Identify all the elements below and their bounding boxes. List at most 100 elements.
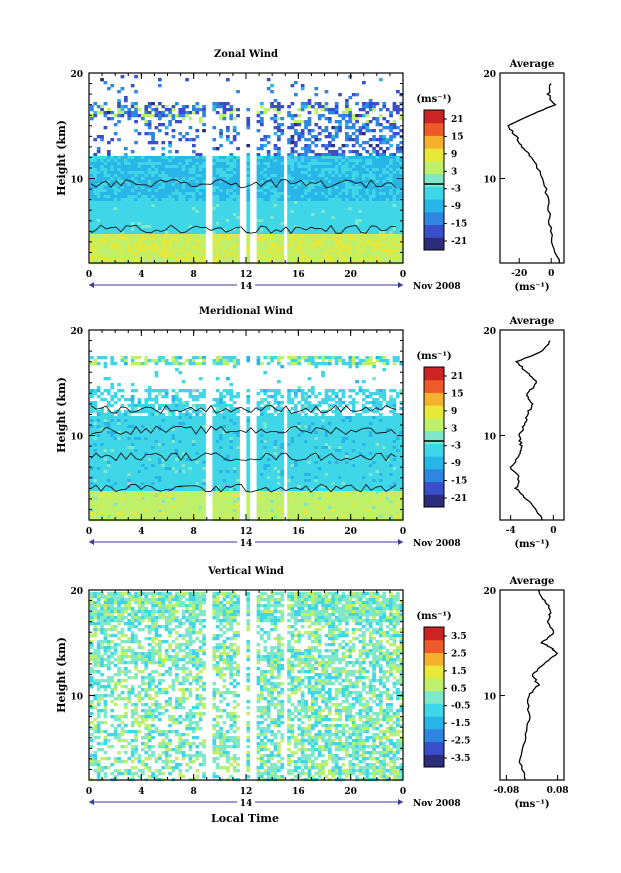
heatmap-cell <box>263 192 268 196</box>
heatmap-cell <box>311 234 315 238</box>
heatmap-cell <box>141 240 145 244</box>
heatmap-cell <box>181 249 186 253</box>
heatmap-cell <box>107 428 111 432</box>
heatmap-cell <box>107 171 111 175</box>
heatmap-cell <box>130 204 135 208</box>
heatmap-cell <box>188 171 193 175</box>
heatmap-cell <box>120 108 125 112</box>
heatmap-cell <box>96 174 101 178</box>
heatmap-cell <box>396 204 400 208</box>
heatmap-cell <box>372 183 376 187</box>
heatmap-cell <box>96 240 101 244</box>
heatmap-cell <box>151 449 155 453</box>
heatmap-cell <box>168 443 172 447</box>
heatmap-cell <box>147 449 152 453</box>
heatmap-cell <box>151 431 155 435</box>
heatmap-cell <box>280 204 285 208</box>
x-tick-label: 20 <box>344 270 357 280</box>
heatmap-cell <box>161 473 166 477</box>
heatmap-cell <box>328 117 332 121</box>
heatmap-cell <box>107 150 111 154</box>
heatmap-cell <box>324 237 329 241</box>
heatmap-cell <box>260 252 264 256</box>
heatmap-cell <box>178 159 183 163</box>
heatmap-cell <box>120 198 125 202</box>
heatmap-cell <box>375 240 380 244</box>
heatmap-cell <box>260 255 264 259</box>
heatmap-cell <box>107 425 111 429</box>
heatmap-cell <box>147 491 152 495</box>
heatmap-cell <box>158 503 162 507</box>
heatmap-cell <box>328 141 332 145</box>
heatmap-cell <box>321 207 325 211</box>
heatmap-cell <box>144 210 149 214</box>
heatmap-cell <box>158 228 162 232</box>
heatmap-cell <box>110 422 115 426</box>
heatmap-cell <box>134 222 138 226</box>
heatmap-cell <box>396 111 400 115</box>
heatmap-cell <box>236 159 240 163</box>
heatmap-cell <box>382 237 387 241</box>
heatmap-cell <box>100 476 104 480</box>
heatmap-cell <box>331 171 336 175</box>
heatmap-cell <box>124 482 128 486</box>
heatmap-cell <box>246 249 251 253</box>
heatmap-cell <box>185 207 189 211</box>
heatmap-cell <box>280 105 285 109</box>
heatmap-cell <box>130 111 135 115</box>
heatmap-cell <box>362 222 366 226</box>
heatmap-cell <box>161 153 166 157</box>
heatmap-cell <box>93 156 98 160</box>
heatmap-cell <box>314 183 319 187</box>
heatmap-cell <box>280 123 285 127</box>
heatmap-cell <box>389 174 393 178</box>
heatmap-cell <box>103 246 108 250</box>
heatmap-cell <box>120 464 125 468</box>
heatmap-cell <box>192 255 196 259</box>
heatmap-cell <box>270 213 274 217</box>
heatmap-cell <box>158 129 162 133</box>
heatmap-cell <box>93 246 98 250</box>
heatmap-cell <box>90 252 94 256</box>
heatmap-cell <box>130 246 135 250</box>
heatmap-cell <box>161 216 166 220</box>
heatmap-cell <box>256 210 261 214</box>
heatmap-cell <box>175 491 179 495</box>
heatmap-cell <box>324 219 329 223</box>
heatmap-cell <box>141 434 145 438</box>
heatmap-cell <box>294 183 298 187</box>
heatmap-cell <box>256 219 261 223</box>
heatmap-cell <box>215 186 220 190</box>
heatmap-cell <box>317 213 322 217</box>
heatmap-cell <box>334 180 339 184</box>
heatmap-cell <box>103 210 108 214</box>
heatmap-cell <box>127 201 132 205</box>
heatmap-cell <box>188 183 193 187</box>
heatmap-cell <box>175 207 179 211</box>
heatmap-cell <box>168 488 172 492</box>
heatmap-cell <box>307 99 312 103</box>
heatmap-cell <box>389 222 393 226</box>
heatmap-cell <box>151 494 155 498</box>
heatmap-cell <box>134 404 138 408</box>
heatmap-cell <box>137 165 142 169</box>
heatmap-cell <box>175 204 179 208</box>
heatmap-cell <box>117 482 121 486</box>
heatmap-cell <box>392 201 397 205</box>
heatmap-cell <box>355 168 359 172</box>
heatmap-cell <box>164 491 169 495</box>
heatmap-cell <box>379 162 383 166</box>
heatmap-cell <box>345 135 349 139</box>
heatmap-cell <box>297 258 302 262</box>
heatmap-cell <box>178 198 183 202</box>
heatmap-cell <box>110 228 115 232</box>
heatmap-cell <box>229 198 234 202</box>
heatmap-cell <box>130 171 135 175</box>
heatmap-cell <box>290 231 295 235</box>
heatmap-cell <box>368 204 373 208</box>
heatmap-cell <box>134 416 138 420</box>
heatmap-cell <box>229 204 234 208</box>
heatmap-cell <box>351 177 356 181</box>
heatmap-cell <box>215 147 220 151</box>
heatmap-cell <box>317 117 322 121</box>
